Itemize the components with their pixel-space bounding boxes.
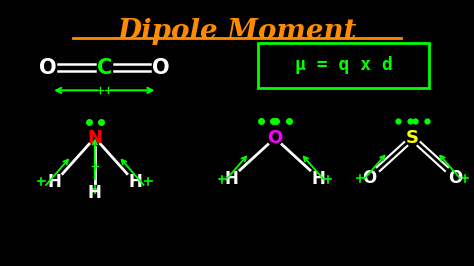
Text: O: O [363,169,377,187]
Text: C: C [97,58,112,78]
Text: H: H [47,173,62,191]
FancyBboxPatch shape [258,43,429,88]
Text: μ = q x d: μ = q x d [295,56,392,74]
Text: N: N [87,129,102,147]
Text: O: O [152,58,170,78]
Text: O: O [38,58,56,78]
Text: H: H [88,184,102,202]
Text: O: O [448,169,462,187]
Text: H: H [128,173,142,191]
Text: H: H [311,170,326,188]
Text: H: H [224,170,238,188]
Text: S: S [406,129,419,147]
Text: O: O [267,129,283,147]
Text: Dipole Moment: Dipole Moment [117,18,357,45]
